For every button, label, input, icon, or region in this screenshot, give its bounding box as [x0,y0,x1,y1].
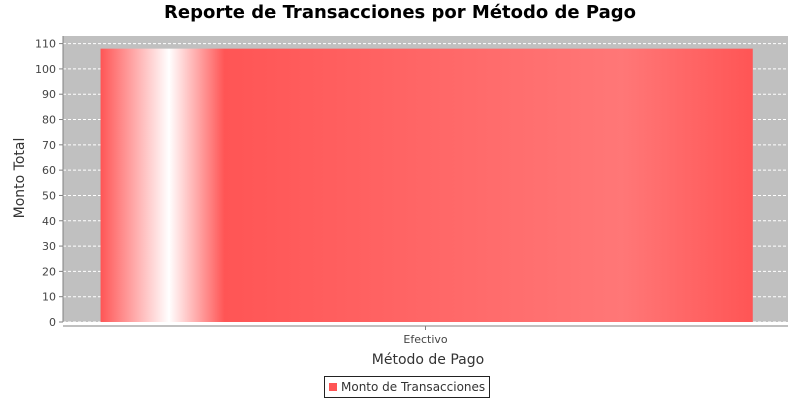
x-tick-label: Efectivo [403,333,448,346]
legend: Monto de Transacciones [324,376,491,398]
y-tick-label: 60 [42,164,56,177]
y-tick-label: 10 [42,291,56,304]
y-tick-label: 40 [42,215,56,228]
y-tick-label: 20 [42,265,56,278]
bar [100,48,753,322]
y-tick-label: 0 [49,316,56,329]
y-tick-label: 80 [42,114,56,127]
y-axis-label: Monto Total [12,137,28,219]
legend-label: Monto de Transacciones [341,380,486,394]
y-tick-label: 110 [35,38,56,51]
legend-swatch [329,383,337,391]
y-tick-label: 100 [35,63,56,76]
chart-title: Reporte de Transacciones por Método de P… [164,2,636,23]
y-tick-label: 30 [42,240,56,253]
y-tick-label: 50 [42,189,56,202]
y-tick-label: 90 [42,88,56,101]
y-tick-label: 70 [42,139,56,152]
x-axis-label: Método de Pago [371,352,485,368]
